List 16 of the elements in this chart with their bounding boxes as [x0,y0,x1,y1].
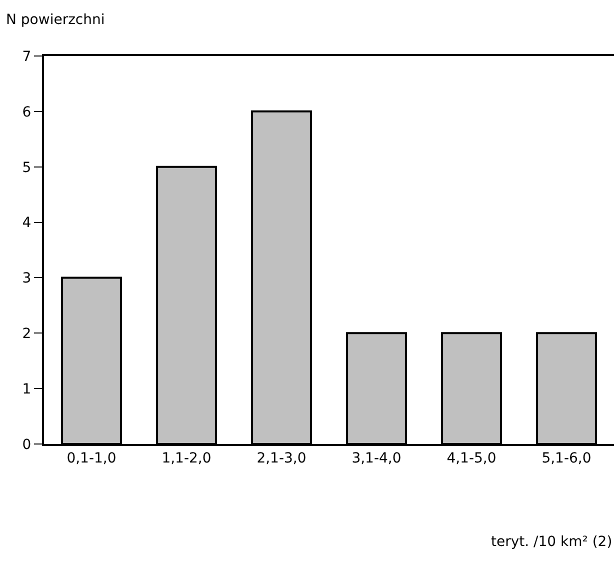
y-tick-label: 5 [22,160,32,176]
x-tick-label: 5,1-6,0 [542,450,592,467]
y-tick-label: 3 [22,270,32,287]
y-tick-label: 0 [22,436,32,453]
y-tick-label: 4 [22,215,32,232]
y-tick-label: 6 [22,104,32,120]
x-tick-label: 3,1-4,0 [352,450,402,467]
x-tick-label: 4,1-5,0 [446,450,496,467]
x-tick-label: 1,1-2,0 [162,450,212,467]
y-tick-label: 1 [22,381,32,398]
y-tick-label: 2 [22,326,32,342]
y-axis-title: N powierzchni [6,12,105,28]
x-tick-label: 2,1-3,0 [256,450,306,467]
x-axis-title: teryt. /10 km² (2) [491,534,612,550]
y-tick-label: 7 [22,48,32,65]
x-tick-label: 0,1-1,0 [66,450,116,467]
